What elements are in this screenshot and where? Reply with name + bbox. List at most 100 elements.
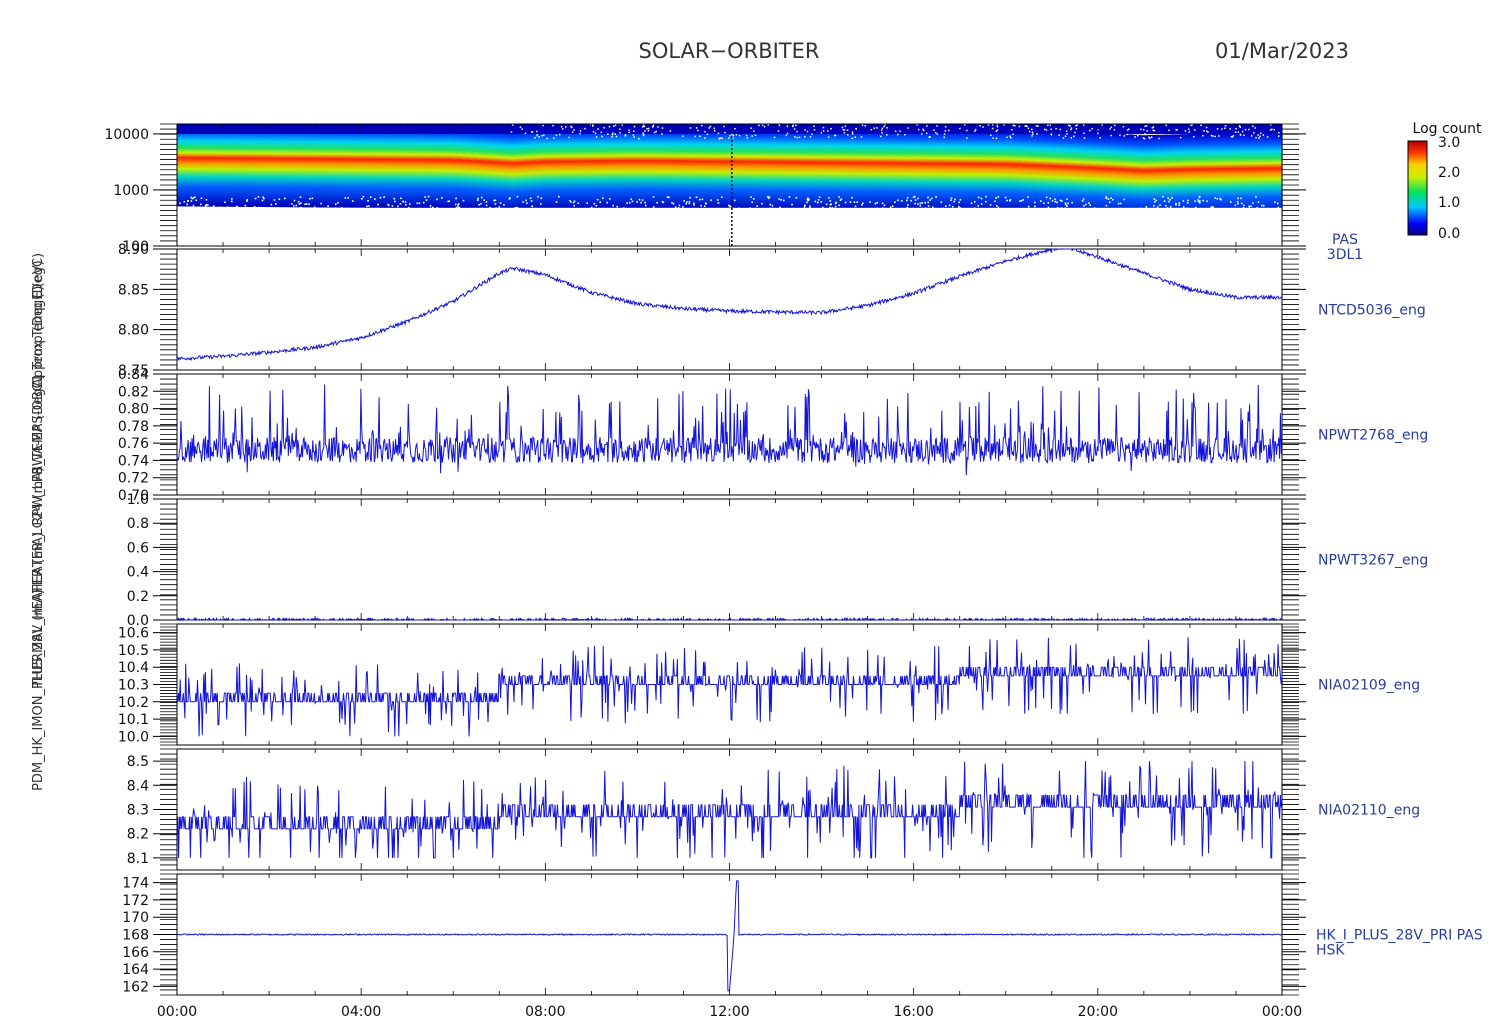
noise-speck bbox=[226, 206, 229, 209]
noise-speck bbox=[347, 196, 349, 199]
noise-speck bbox=[295, 204, 298, 207]
noise-speck bbox=[206, 204, 209, 206]
noise-speck bbox=[964, 124, 966, 126]
noise-speck bbox=[922, 128, 924, 131]
noise-speck bbox=[999, 208, 1002, 210]
noise-speck bbox=[921, 202, 924, 204]
noise-speck bbox=[643, 125, 646, 128]
noise-speck bbox=[597, 128, 599, 130]
noise-speck bbox=[925, 132, 928, 134]
noise-speck bbox=[300, 202, 302, 204]
noise-speck bbox=[924, 207, 927, 209]
noise-speck bbox=[536, 134, 538, 136]
noise-speck bbox=[1194, 206, 1197, 209]
noise-speck bbox=[1036, 133, 1038, 135]
noise-speck bbox=[695, 196, 698, 199]
noise-speck bbox=[1229, 201, 1232, 203]
noise-speck bbox=[1119, 202, 1122, 205]
noise-speck bbox=[883, 204, 886, 207]
noise-speck bbox=[809, 136, 812, 138]
noise-speck bbox=[804, 129, 806, 131]
noise-speck bbox=[699, 198, 701, 201]
noise-speck bbox=[735, 134, 738, 136]
noise-speck bbox=[990, 134, 992, 137]
noise-speck bbox=[829, 203, 832, 206]
noise-speck bbox=[519, 126, 522, 128]
noise-speck bbox=[337, 201, 339, 204]
noise-speck bbox=[429, 207, 432, 210]
noise-speck bbox=[1107, 198, 1110, 200]
noise-speck bbox=[1047, 206, 1050, 209]
noise-speck bbox=[1224, 127, 1226, 130]
noise-speck bbox=[721, 137, 723, 140]
panel-label: PAS bbox=[1332, 232, 1358, 248]
noise-speck bbox=[830, 203, 833, 206]
noise-speck bbox=[626, 202, 628, 205]
y-tick-label: 0.78 bbox=[118, 419, 149, 435]
noise-speck bbox=[393, 197, 396, 200]
noise-speck bbox=[641, 199, 644, 201]
noise-speck bbox=[552, 124, 554, 127]
noise-speck bbox=[521, 128, 523, 130]
noise-speck bbox=[366, 205, 368, 208]
line-panel: 8.90 8.85 8.80 8.75 NTCD5036_eng bbox=[118, 242, 1426, 379]
noise-speck bbox=[1224, 125, 1227, 127]
spectrogram-column bbox=[855, 127, 865, 212]
noise-speck bbox=[481, 207, 484, 210]
y-tick-label: 0.72 bbox=[118, 471, 149, 487]
noise-speck bbox=[571, 131, 574, 133]
noise-speck bbox=[1085, 203, 1087, 206]
noise-speck bbox=[624, 135, 627, 137]
noise-speck bbox=[953, 200, 955, 203]
noise-speck bbox=[1165, 124, 1168, 127]
noise-speck bbox=[997, 196, 1000, 198]
noise-speck bbox=[917, 197, 919, 200]
noise-speck bbox=[509, 197, 511, 199]
noise-speck bbox=[1191, 124, 1193, 126]
noise-speck bbox=[427, 195, 430, 198]
noise-speck bbox=[436, 198, 438, 201]
noise-speck bbox=[899, 130, 901, 132]
noise-speck bbox=[340, 207, 343, 209]
noise-speck bbox=[886, 127, 888, 129]
noise-speck bbox=[1216, 198, 1219, 200]
noise-speck bbox=[631, 200, 634, 203]
noise-speck bbox=[889, 206, 892, 208]
noise-speck bbox=[1082, 124, 1085, 126]
noise-speck bbox=[611, 136, 613, 138]
noise-speck bbox=[425, 199, 428, 201]
noise-speck bbox=[567, 209, 570, 211]
noise-speck bbox=[1261, 204, 1263, 207]
noise-speck bbox=[1067, 202, 1069, 205]
noise-speck bbox=[732, 136, 734, 139]
noise-speck bbox=[600, 131, 603, 134]
noise-speck bbox=[183, 201, 186, 203]
noise-speck bbox=[767, 197, 770, 200]
noise-speck bbox=[839, 208, 842, 211]
noise-speck bbox=[856, 201, 859, 204]
noise-speck bbox=[1031, 135, 1033, 137]
noise-speck bbox=[179, 202, 181, 205]
noise-speck bbox=[717, 202, 720, 204]
noise-speck bbox=[561, 128, 564, 130]
noise-speck bbox=[644, 204, 647, 207]
series-line bbox=[176, 637, 1283, 737]
noise-speck bbox=[573, 129, 575, 131]
noise-speck bbox=[1184, 130, 1187, 132]
noise-speck bbox=[1064, 135, 1067, 137]
noise-speck bbox=[791, 125, 794, 128]
noise-speck bbox=[1034, 201, 1036, 204]
noise-speck bbox=[974, 207, 976, 210]
noise-speck bbox=[1175, 202, 1177, 205]
spectrogram-column bbox=[650, 125, 660, 210]
noise-speck bbox=[274, 203, 277, 205]
noise-speck bbox=[846, 134, 849, 136]
noise-speck bbox=[950, 197, 953, 199]
noise-speck bbox=[619, 128, 621, 130]
noise-speck bbox=[987, 124, 990, 126]
noise-speck bbox=[771, 207, 774, 210]
series-label: NPWT3267_eng bbox=[1318, 553, 1428, 569]
noise-speck bbox=[846, 129, 849, 132]
noise-speck bbox=[422, 201, 425, 204]
noise-speck bbox=[1242, 207, 1245, 209]
